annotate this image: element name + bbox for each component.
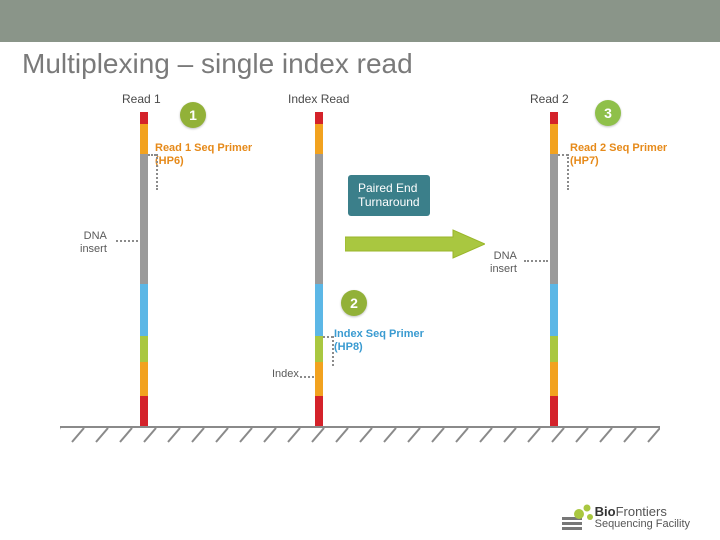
dash-to-index: [300, 376, 314, 378]
label-read1-primer: Read 1 Seq Primer (HP6): [155, 142, 252, 168]
dash-v-read1: [156, 154, 158, 190]
strand-segment-red: [315, 396, 323, 426]
diagram-stage: Read 1 1 Read 1 Seq Primer (HP6) DNA ins…: [0, 80, 720, 480]
logo: BioFrontiers Sequencing Facility: [561, 504, 690, 532]
strand-segment-orange: [550, 124, 558, 154]
label-dna-insert-2: DNA insert: [490, 250, 517, 276]
strand-segment-orange: [315, 362, 323, 396]
strand-segment-orange: [140, 124, 148, 154]
logo-icon: [561, 504, 595, 532]
strand-index: [315, 112, 323, 426]
badge-step-2: 2: [341, 290, 367, 316]
strand-segment-orange: [140, 362, 148, 396]
strand-segment-red: [550, 396, 558, 426]
label-dna-insert-1: DNA insert: [80, 230, 107, 256]
page-title: Multiplexing – single index read: [22, 48, 720, 80]
label-read2-primer: Read 2 Seq Primer (HP7): [570, 142, 667, 168]
turnaround-arrow-icon: [345, 220, 485, 268]
strand-segment-orange: [315, 124, 323, 154]
strand-segment-green: [315, 336, 323, 362]
strand-segment-blue: [550, 284, 558, 336]
strand-segment-red: [140, 112, 148, 124]
strand-read2: [550, 112, 558, 426]
dash-to-dna-2: [524, 260, 548, 262]
head-read1: Read 1: [122, 92, 161, 106]
paired-end-turnaround-box: Paired End Turnaround: [348, 175, 430, 216]
strand-segment-red: [140, 396, 148, 426]
label-index-primer: Index Seq Primer (HP8): [334, 328, 424, 354]
dash-v-read2: [567, 154, 569, 190]
strand-read1: [140, 112, 148, 426]
dash-v-index: [332, 336, 334, 366]
strand-segment-red: [550, 112, 558, 124]
strand-segment-green: [550, 336, 558, 362]
head-index: Index Read: [288, 92, 349, 106]
dash-h-read1: [148, 154, 156, 156]
strand-segment-green: [140, 336, 148, 362]
badge-step-3: 3: [595, 100, 621, 126]
strand-segment-orange: [550, 362, 558, 396]
dash-to-dna-1: [116, 240, 138, 242]
flowcell-hatches: [60, 428, 660, 444]
label-index-small: Index: [272, 368, 299, 381]
strand-segment-blue: [140, 284, 148, 336]
logo-text: BioFrontiers Sequencing Facility: [595, 505, 690, 530]
strand-segment-grey: [550, 154, 558, 284]
strand-segment-blue: [315, 284, 323, 336]
strand-segment-grey: [140, 154, 148, 284]
strand-segment-red: [315, 112, 323, 124]
top-bar: [0, 0, 720, 42]
badge-step-1: 1: [180, 102, 206, 128]
head-read2: Read 2: [530, 92, 569, 106]
strand-segment-grey: [315, 154, 323, 284]
